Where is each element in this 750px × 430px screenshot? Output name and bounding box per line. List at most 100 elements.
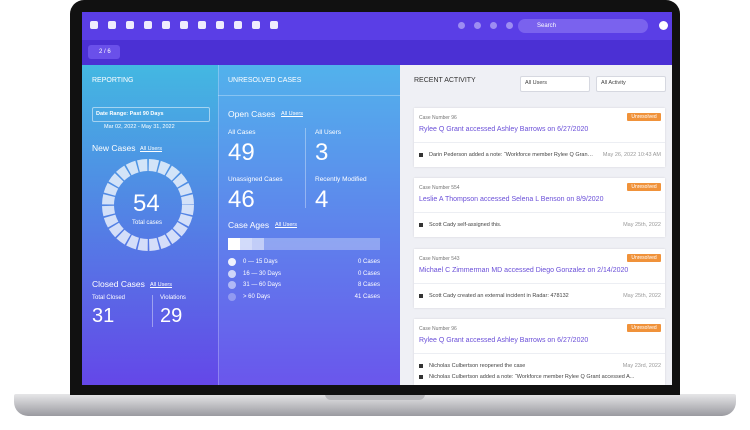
status-pill: Unresolved (627, 324, 661, 332)
age-bar (228, 238, 380, 250)
activity-card (414, 249, 665, 308)
status-pill: Unresolved (627, 254, 661, 262)
case-number: Case Number 543 (419, 256, 460, 262)
section-label: Open Cases (228, 109, 276, 119)
divider (414, 283, 665, 284)
filter-dropdown[interactable] (596, 76, 666, 92)
divider (414, 353, 665, 354)
nav-icon[interactable] (252, 21, 260, 29)
search-box[interactable] (518, 19, 648, 33)
donut-ring (102, 159, 194, 251)
section-label: Closed Cases (92, 279, 145, 289)
status-pill: Unresolved (627, 113, 661, 121)
laptop-base (14, 394, 736, 416)
stat-label: Unassigned Cases (228, 176, 283, 183)
filter-link[interactable]: All Users (140, 146, 163, 152)
activity-icon (419, 153, 423, 157)
panel-title: RECENT ACTIVITY (414, 77, 476, 84)
section-label: Case Ages (228, 220, 270, 230)
filter-text[interactable]: All Users (525, 80, 548, 86)
date-dropdown[interactable] (92, 107, 210, 122)
nav-icon[interactable] (506, 22, 513, 29)
activity-icon (419, 375, 423, 379)
bucket-label: 16 — 30 Days (243, 270, 282, 277)
nav-icon[interactable] (216, 21, 224, 29)
nav-icon[interactable] (458, 22, 465, 29)
stat-label: Total Closed (92, 295, 126, 301)
age-bar-segment (228, 238, 240, 250)
bucket-dot (228, 269, 236, 278)
nav-icon[interactable] (474, 22, 481, 29)
activity-time: May 25th, 2022 (623, 293, 661, 299)
stat-label: Violations (160, 295, 186, 301)
activity-text: Scott Cady created an external incident … (429, 293, 569, 299)
filter-link[interactable]: All Users (275, 222, 298, 228)
bucket-dot (228, 258, 236, 266)
bucket-dot (228, 292, 236, 301)
nav-icon[interactable] (144, 21, 152, 29)
divider (152, 295, 153, 327)
unresolved-panel (218, 65, 401, 385)
section-label: New Cases (92, 143, 136, 153)
nav-icon[interactable] (198, 21, 206, 29)
status-pill: Unresolved (627, 183, 661, 191)
activity-icon (419, 223, 423, 227)
activity-card (414, 108, 665, 167)
stat-label: All Users (315, 129, 342, 136)
case-headline[interactable]: Leslie A Thompson accessed Selena L Bens… (419, 196, 604, 203)
activity-card (414, 178, 665, 237)
bucket-label: 31 — 60 Days (243, 282, 282, 288)
stat-value: 46 (228, 186, 255, 213)
nav-icon[interactable] (180, 21, 188, 29)
nav-icon[interactable] (490, 22, 497, 29)
reporting-panel (82, 65, 218, 385)
filter-text[interactable]: All Activity (601, 80, 626, 86)
filter-dropdown[interactable] (520, 76, 590, 92)
filter-link[interactable]: All Users (150, 282, 173, 288)
activity-time: May 23rd, 2022 (622, 363, 661, 369)
case-headline[interactable]: Rylee Q Grant accessed Ashley Barrows on… (419, 126, 589, 133)
dates: Mar 02, 2022 - May 31, 2022 (104, 124, 175, 130)
total-label: Total cases (132, 220, 163, 226)
profile-icon[interactable] (659, 21, 668, 30)
divider (414, 142, 665, 143)
activity-text: Nicholas Culbertson reopened the case (429, 363, 526, 369)
search-placeholder[interactable]: Search (537, 23, 557, 29)
nav-icon[interactable] (108, 21, 116, 29)
date-range: Date Range: Past 90 Days (96, 111, 164, 117)
stat-label: All Cases (228, 129, 256, 136)
stat-value: 29 (160, 305, 183, 327)
case-headline[interactable]: Rylee Q Grant accessed Ashley Barrows on… (419, 337, 589, 344)
pager[interactable] (88, 45, 120, 59)
bucket-count: 8 Cases (357, 282, 380, 288)
age-bar-segment (240, 238, 252, 250)
stat-value: 3 (315, 139, 329, 166)
bucket-dot (228, 281, 236, 289)
divider (414, 212, 665, 213)
nav-icon[interactable] (234, 21, 242, 29)
age-bar-segment (252, 238, 264, 250)
nav-icon[interactable] (126, 21, 134, 29)
bucket-label: > 60 Days (243, 293, 271, 300)
filter-link[interactable]: All Users (281, 111, 304, 117)
nav-icon[interactable] (270, 21, 278, 29)
case-number: Case Number 554 (419, 185, 460, 191)
bucket-count: 41 Cases (354, 293, 380, 300)
stat-label: Recently Modified (315, 176, 367, 183)
divider (218, 95, 400, 96)
stat-value: 4 (315, 186, 329, 213)
activity-text: Darin Pederson added a note: “Workforce … (429, 152, 594, 158)
bucket-label: 0 — 15 Days (243, 259, 278, 265)
activity-time: May 25th, 2022 (623, 222, 661, 228)
nav-icon[interactable] (90, 21, 98, 29)
activity-text: Nicholas Culbertson added a note: “Workf… (429, 374, 635, 380)
nav-icon[interactable] (162, 21, 170, 29)
donut (102, 159, 194, 251)
bucket-count: 0 Cases (357, 270, 380, 277)
activity-time: May 26, 2022 10:43 AM (602, 152, 661, 158)
case-number: Case Number 96 (419, 326, 457, 332)
case-number: Case Number 96 (419, 115, 457, 121)
case-headline[interactable]: Michael C Zimmerman MD accessed Diego Go… (419, 267, 629, 274)
pager-text: 2 / 6 (99, 49, 111, 55)
